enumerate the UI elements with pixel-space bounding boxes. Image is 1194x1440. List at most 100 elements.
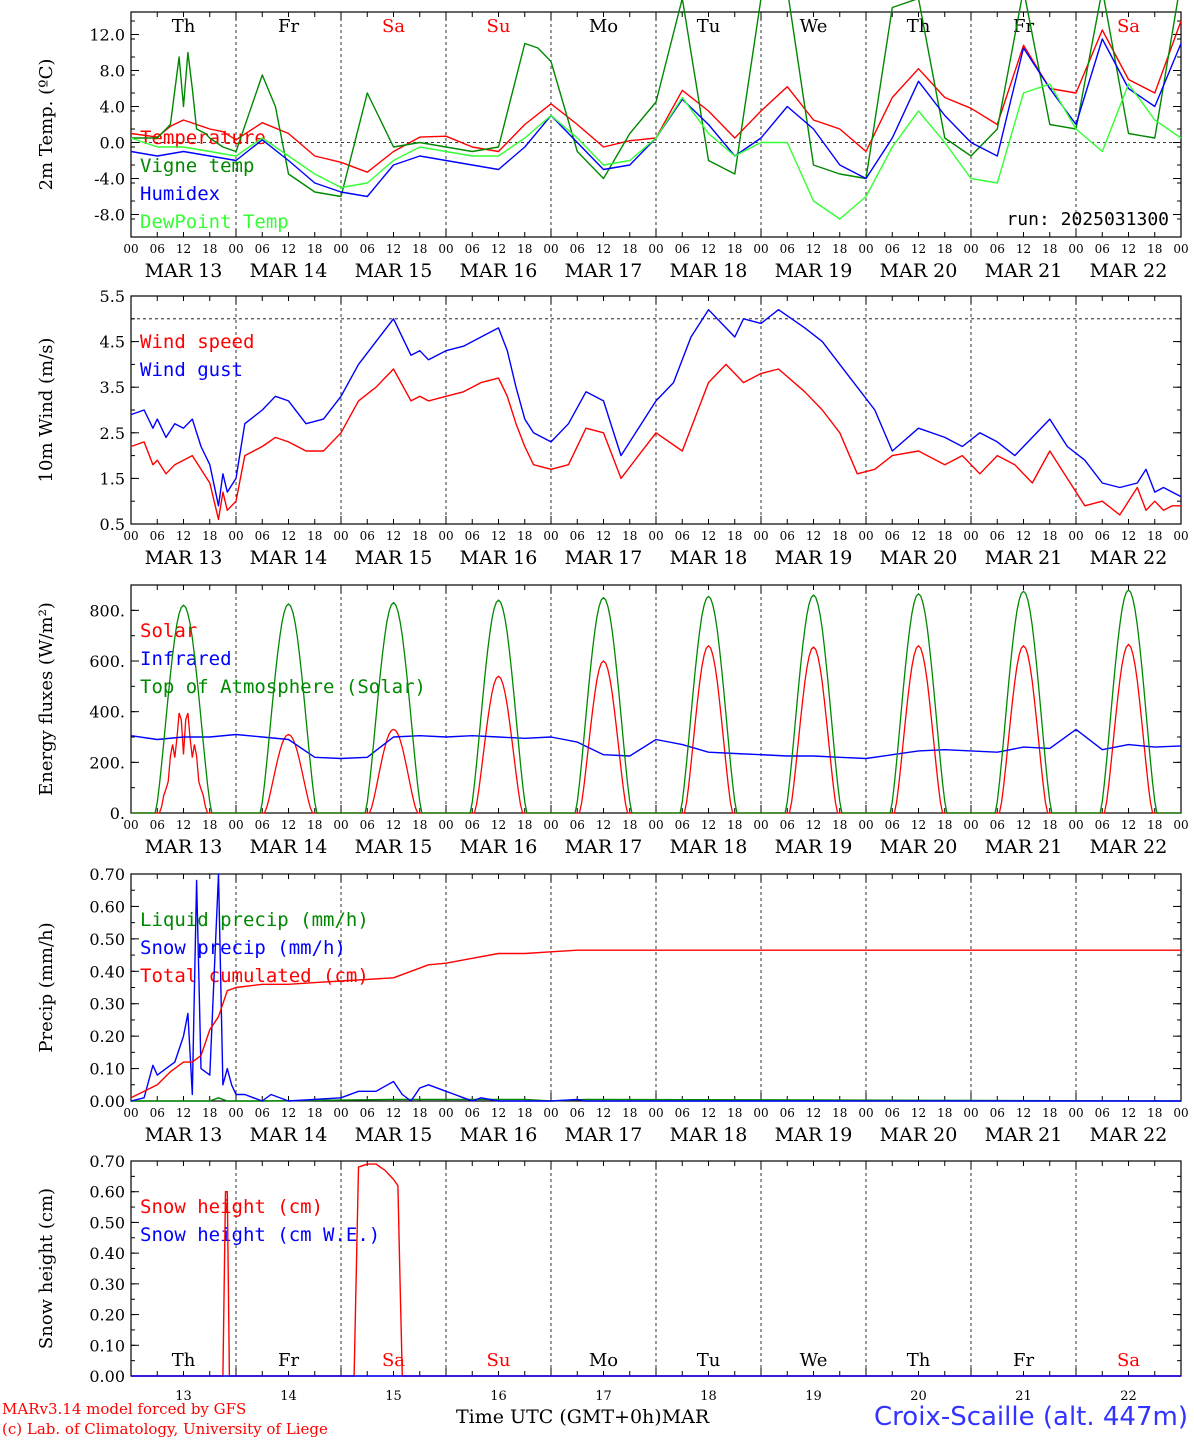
day-label: MAR 14 [250, 547, 328, 569]
day-label: MAR 14 [250, 260, 328, 282]
hour-tick-label: 12 [911, 1106, 926, 1120]
hour-tick-label: 12 [1016, 818, 1031, 832]
y-tick-label: 0.00 [89, 1367, 125, 1386]
day-number-label: 21 [1015, 1389, 1032, 1404]
hour-tick-label: 18 [202, 242, 217, 256]
y-axis-label: 2m Temp. (ºC) [36, 59, 57, 191]
hour-tick-label: 06 [885, 818, 900, 832]
day-number-label: 16 [490, 1389, 507, 1404]
legend-snow-height-cm: Snow height (cm) [140, 1196, 323, 1218]
hour-tick-label: 06 [255, 242, 270, 256]
hour-tick-label: 06 [780, 242, 795, 256]
hour-tick-label: 12 [176, 818, 191, 832]
y-axis-label: Precip (mm/h) [36, 922, 57, 1052]
hour-tick-label: 06 [255, 529, 270, 543]
hour-tick-label: 00 [123, 529, 138, 543]
legend-snow-height-cm-w-e: Snow height (cm W.E.) [140, 1224, 380, 1246]
hour-tick-label: 18 [307, 818, 322, 832]
y-tick-label: -4.0 [94, 170, 125, 189]
weekday-label: Mo [589, 16, 618, 37]
legend-total-cumulated-cm: Total cumulated (cm) [140, 965, 369, 987]
series-vigne-temp [131, 0, 1179, 198]
day-label: MAR 14 [250, 836, 328, 858]
hour-tick-label: 18 [412, 529, 427, 543]
hour-tick-label: 12 [1121, 242, 1136, 256]
y-tick-label: -8.0 [94, 206, 125, 225]
hour-tick-label: 12 [806, 1106, 821, 1120]
legend-infrared: Infrared [140, 648, 232, 670]
hour-tick-label: 18 [202, 529, 217, 543]
y-tick-label: 1.5 [100, 469, 125, 488]
weekday-label: Sa [1117, 1350, 1140, 1371]
hour-tick-label: 00 [1068, 818, 1083, 832]
day-label: MAR 19 [775, 547, 853, 569]
y-tick-label: 0.30 [89, 995, 125, 1014]
day-label: MAR 15 [355, 1124, 433, 1146]
hour-tick-label: 18 [727, 1106, 742, 1120]
hour-tick-label: 12 [701, 1106, 716, 1120]
day-label: MAR 19 [775, 836, 853, 858]
day-label: MAR 18 [670, 260, 748, 282]
hour-tick-label: 00 [648, 1106, 663, 1120]
day-number-label: 18 [700, 1389, 717, 1404]
day-label: MAR 22 [1090, 260, 1168, 282]
hour-tick-label: 12 [701, 529, 716, 543]
weekday-label: Fr [278, 16, 299, 37]
hour-tick-label: 00 [123, 1106, 138, 1120]
hour-tick-label: 12 [281, 242, 296, 256]
y-tick-label: 800. [89, 601, 125, 620]
hour-tick-label: 12 [806, 818, 821, 832]
y-tick-label: 0.50 [89, 930, 125, 949]
hour-tick-label: 06 [465, 818, 480, 832]
y-tick-label: 0.30 [89, 1275, 125, 1294]
hour-tick-label: 12 [491, 1106, 506, 1120]
hour-tick-label: 00 [333, 1106, 348, 1120]
hour-tick-label: 12 [386, 529, 401, 543]
y-tick-label: 0.60 [89, 897, 125, 916]
hour-tick-label: 06 [360, 529, 375, 543]
hour-tick-label: 18 [832, 818, 847, 832]
time-axis-label: Time UTC (GMT+0h)MAR [456, 1406, 710, 1428]
hour-tick-label: 06 [360, 242, 375, 256]
hour-tick-label: 18 [727, 529, 742, 543]
hour-tick-label: 18 [412, 1106, 427, 1120]
weekday-label: Sa [382, 1350, 405, 1371]
y-tick-label: 4.5 [100, 333, 125, 352]
day-label: MAR 16 [460, 836, 538, 858]
weekday-label: Mo [589, 1350, 618, 1371]
hour-tick-label: 06 [990, 529, 1005, 543]
hour-tick-label: 00 [858, 242, 873, 256]
hour-tick-label: 06 [255, 1106, 270, 1120]
hour-tick-label: 06 [675, 1106, 690, 1120]
series-dewpoint-temp [130, 83, 1182, 220]
day-label: MAR 13 [145, 260, 223, 282]
hour-tick-label: 18 [517, 242, 532, 256]
day-label: MAR 18 [670, 547, 748, 569]
y-tick-label: 3.5 [100, 378, 125, 397]
panel-3: 0. 200. 400. 600. 800. Energy fluxes (W/m²) 00… [36, 584, 1189, 858]
hour-tick-label: 18 [832, 1106, 847, 1120]
weekday-label: Fr [1013, 1350, 1034, 1371]
hour-tick-label: 00 [753, 242, 768, 256]
hour-tick-label: 00 [1173, 1106, 1188, 1120]
hour-tick-label: 18 [622, 242, 637, 256]
hour-tick-label: 12 [491, 818, 506, 832]
legend-temperature: Temperature [140, 127, 266, 149]
y-tick-label: 0.50 [89, 1213, 125, 1232]
weekday-label: Th [907, 1350, 931, 1371]
hour-tick-label: 00 [438, 818, 453, 832]
hour-tick-label: 06 [885, 529, 900, 543]
hour-tick-label: 06 [885, 1106, 900, 1120]
weekday-label: Su [487, 16, 511, 37]
day-label: MAR 17 [565, 547, 643, 569]
hour-tick-label: 00 [123, 818, 138, 832]
hour-tick-label: 00 [858, 529, 873, 543]
hour-tick-label: 18 [727, 242, 742, 256]
hour-tick-label: 12 [1121, 818, 1136, 832]
day-label: MAR 17 [565, 836, 643, 858]
legend-snow-precip-mm-h: Snow precip (mm/h) [140, 937, 346, 959]
hour-tick-label: 00 [648, 529, 663, 543]
hour-tick-label: 00 [648, 242, 663, 256]
day-label: MAR 21 [985, 260, 1063, 282]
hour-tick-label: 18 [622, 529, 637, 543]
